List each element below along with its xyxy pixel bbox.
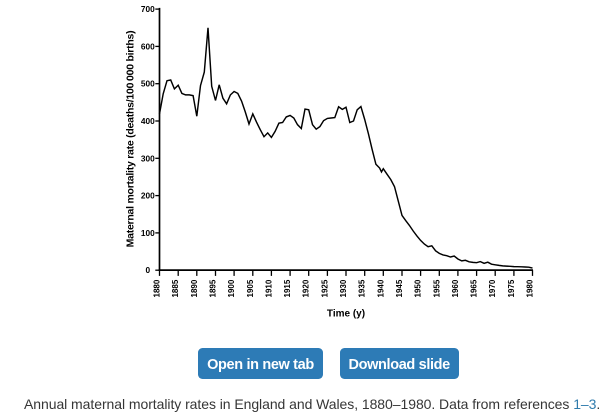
svg-text:1935: 1935 bbox=[358, 279, 367, 297]
svg-text:1925: 1925 bbox=[320, 279, 329, 297]
svg-text:1905: 1905 bbox=[246, 279, 255, 297]
svg-text:400: 400 bbox=[141, 116, 155, 126]
svg-text:0: 0 bbox=[145, 265, 150, 275]
svg-text:1945: 1945 bbox=[395, 279, 404, 297]
svg-text:300: 300 bbox=[141, 153, 155, 163]
svg-text:1880: 1880 bbox=[153, 279, 162, 297]
svg-text:1940: 1940 bbox=[376, 279, 385, 297]
svg-text:1900: 1900 bbox=[227, 279, 236, 297]
svg-text:500: 500 bbox=[141, 79, 155, 89]
svg-text:100: 100 bbox=[141, 228, 155, 238]
svg-text:1910: 1910 bbox=[264, 279, 273, 297]
svg-text:Maternal mortality rate (death: Maternal mortality rate (deaths/100 000 … bbox=[125, 31, 137, 248]
svg-text:1930: 1930 bbox=[339, 279, 348, 297]
svg-text:1885: 1885 bbox=[171, 279, 180, 297]
svg-text:1960: 1960 bbox=[451, 279, 460, 297]
svg-text:1980: 1980 bbox=[526, 279, 535, 297]
svg-text:200: 200 bbox=[141, 191, 155, 201]
svg-text:700: 700 bbox=[141, 4, 155, 14]
svg-text:Time (y): Time (y) bbox=[327, 309, 365, 320]
svg-text:1890: 1890 bbox=[190, 279, 199, 297]
svg-text:1950: 1950 bbox=[414, 279, 423, 297]
svg-text:1970: 1970 bbox=[488, 279, 497, 297]
svg-text:1965: 1965 bbox=[470, 279, 479, 297]
svg-text:1895: 1895 bbox=[209, 279, 218, 297]
svg-text:1975: 1975 bbox=[507, 279, 516, 297]
svg-text:1955: 1955 bbox=[432, 279, 441, 297]
svg-text:1915: 1915 bbox=[283, 279, 292, 297]
svg-text:1920: 1920 bbox=[302, 279, 311, 297]
svg-text:600: 600 bbox=[141, 41, 155, 51]
